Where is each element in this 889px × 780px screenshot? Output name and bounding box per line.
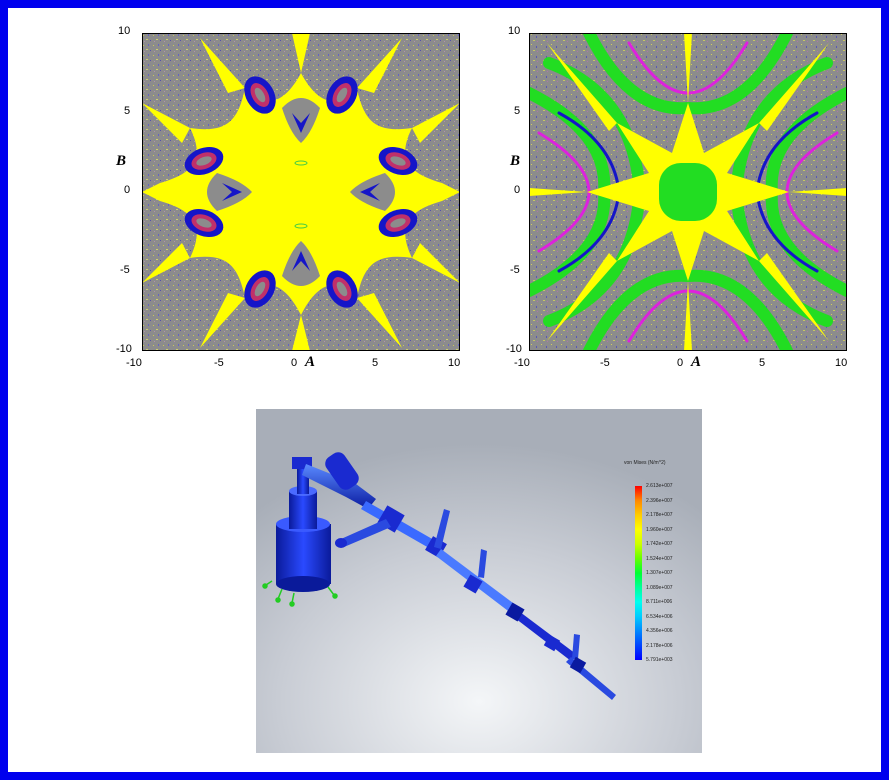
- right-x-tick-0: -10: [514, 357, 530, 369]
- right-plot-canvas: [529, 33, 847, 351]
- legend-label: 2.178e+006: [646, 643, 673, 649]
- left-x-tick-0: -10: [126, 357, 142, 369]
- legend-label: 2.613e+007: [646, 483, 673, 489]
- legend-title: von Mises (N/m^2): [624, 460, 666, 466]
- legend-label: 1.524e+007: [646, 556, 673, 562]
- left-x-tick-4: 10: [448, 357, 460, 369]
- left-basin-plot: [142, 33, 460, 351]
- right-y-tick-0: 10: [508, 25, 520, 37]
- right-y-tick-4: -10: [506, 343, 522, 355]
- fea-stress-render: von Mises (N/m^2) 2.613e+007 2.396e+007 2.…: [256, 409, 702, 753]
- left-y-axis-label: B: [116, 153, 126, 170]
- right-y-tick-2: 0: [514, 184, 520, 196]
- left-y-tick-0: 10: [118, 25, 130, 37]
- left-plot-canvas: [142, 33, 460, 351]
- right-x-tick-3: 5: [759, 357, 765, 369]
- legend-label: 1.089e+007: [646, 585, 673, 591]
- legend-label: 2.178e+007: [646, 512, 673, 518]
- right-y-axis-label: B: [510, 153, 520, 170]
- left-x-tick-1: -5: [214, 357, 224, 369]
- right-y-tick-3: -5: [510, 264, 520, 276]
- legend-label: 1.960e+007: [646, 527, 673, 533]
- right-x-axis-label: A: [691, 354, 701, 371]
- left-x-tick-2: 0: [291, 357, 297, 369]
- right-basin-plot: [529, 33, 847, 351]
- left-y-tick-3: -5: [120, 264, 130, 276]
- legend-color-bar: [635, 486, 642, 660]
- left-x-tick-3: 5: [372, 357, 378, 369]
- left-x-axis-label: A: [305, 354, 315, 371]
- right-y-tick-1: 5: [514, 105, 520, 117]
- right-x-tick-1: -5: [600, 357, 610, 369]
- left-y-tick-4: -10: [116, 343, 132, 355]
- right-x-tick-4: 10: [835, 357, 847, 369]
- right-x-tick-2: 0: [677, 357, 683, 369]
- legend-label: 4.356e+006: [646, 628, 673, 634]
- legend-label: 1.742e+007: [646, 541, 673, 547]
- legend-label: 1.307e+007: [646, 570, 673, 576]
- legend-label: 8.711e+006: [646, 599, 672, 605]
- left-y-tick-1: 5: [124, 105, 130, 117]
- legend-label: 5.791e+003: [646, 657, 673, 663]
- legend-label: 2.396e+007: [646, 498, 673, 504]
- left-y-tick-2: 0: [124, 184, 130, 196]
- legend-label: 6.534e+006: [646, 614, 673, 620]
